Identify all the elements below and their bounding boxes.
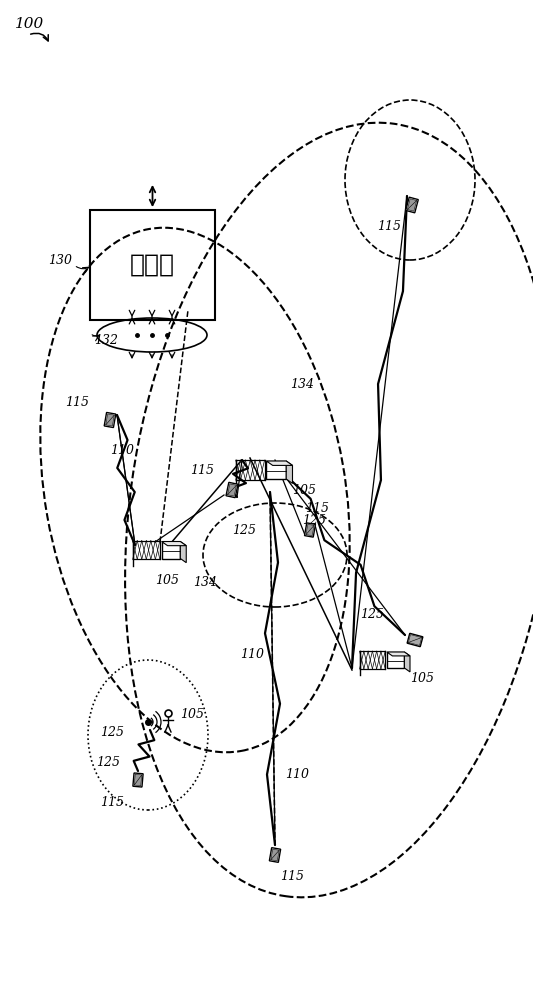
Text: 125: 125 <box>96 756 120 768</box>
Polygon shape <box>134 774 142 786</box>
Polygon shape <box>104 412 116 428</box>
Text: 125: 125 <box>360 608 384 621</box>
Text: 115: 115 <box>65 395 89 408</box>
Polygon shape <box>133 773 143 787</box>
Text: 115: 115 <box>100 796 124 808</box>
Polygon shape <box>228 484 237 496</box>
Text: 134: 134 <box>193 576 217 588</box>
Text: 105: 105 <box>180 708 204 720</box>
Polygon shape <box>387 652 410 656</box>
Bar <box>90 210 215 320</box>
Polygon shape <box>407 633 423 647</box>
Text: 105: 105 <box>410 672 434 684</box>
Text: 115: 115 <box>280 870 304 884</box>
Polygon shape <box>269 848 281 862</box>
Text: 110: 110 <box>110 444 134 456</box>
Polygon shape <box>226 482 238 498</box>
Text: 134: 134 <box>290 378 314 391</box>
Text: 130: 130 <box>48 253 72 266</box>
Polygon shape <box>271 849 279 861</box>
Bar <box>161 542 180 558</box>
Text: 105: 105 <box>155 574 179 586</box>
Polygon shape <box>161 542 186 546</box>
Polygon shape <box>407 199 417 211</box>
Polygon shape <box>304 523 316 537</box>
Polygon shape <box>405 652 410 672</box>
Text: 115: 115 <box>305 502 329 514</box>
Polygon shape <box>180 542 186 563</box>
Polygon shape <box>408 635 422 645</box>
Polygon shape <box>406 197 418 213</box>
Polygon shape <box>106 414 114 426</box>
Polygon shape <box>266 461 293 465</box>
Text: 115: 115 <box>377 221 401 233</box>
Bar <box>266 461 286 479</box>
Text: 100: 100 <box>15 17 44 31</box>
Text: 125: 125 <box>100 726 124 738</box>
Polygon shape <box>306 524 314 536</box>
Text: 132: 132 <box>94 334 118 347</box>
Text: 110: 110 <box>285 768 309 782</box>
Text: 125: 125 <box>302 514 326 526</box>
Text: 核心网: 核心网 <box>130 253 175 277</box>
Text: 115: 115 <box>190 464 214 477</box>
Text: 125: 125 <box>232 524 256 536</box>
Polygon shape <box>286 461 293 483</box>
Text: 110: 110 <box>240 648 264 662</box>
Bar <box>387 652 405 668</box>
Text: 105: 105 <box>292 484 316 496</box>
